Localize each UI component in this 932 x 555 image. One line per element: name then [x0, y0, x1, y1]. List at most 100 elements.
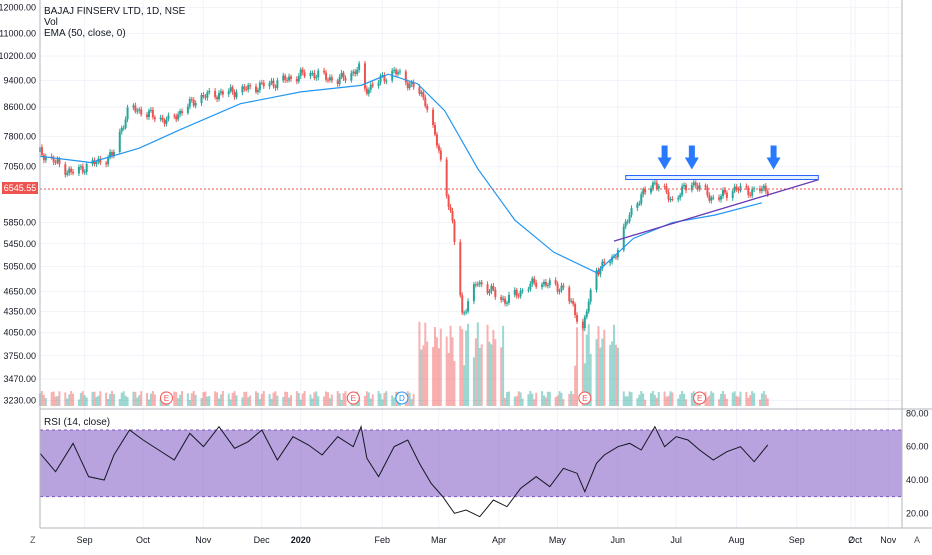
candle-body [243, 86, 246, 89]
volume-bar [560, 392, 563, 406]
volume-bar [747, 397, 750, 406]
ema-label[interactable]: EMA (50, close, 0) [44, 28, 126, 39]
volume-bar [531, 393, 534, 406]
volume-bar [669, 391, 672, 406]
candle-body [603, 261, 606, 264]
volume-bar [640, 391, 643, 406]
price-tick-label: 3750.00 [3, 351, 36, 361]
candle-body [465, 311, 468, 313]
volume-bar [649, 393, 652, 406]
candle-body [733, 186, 736, 192]
volume-bar [437, 348, 440, 406]
volume-bar [274, 391, 277, 406]
candle-body [410, 82, 413, 84]
candle-body [323, 70, 326, 73]
candle-body [167, 115, 170, 120]
candle-body [282, 75, 285, 81]
candle-body [330, 77, 333, 81]
candle-body [254, 86, 257, 93]
candle-body [44, 156, 47, 161]
candle-body [449, 206, 452, 211]
volume-bar [760, 393, 763, 406]
volume-bar [624, 396, 627, 406]
price-tick-label: 5850.00 [3, 218, 36, 228]
candle-body [317, 70, 320, 78]
price-tick-label: 3230.00 [3, 395, 36, 405]
candle-body [342, 72, 345, 79]
vol-label[interactable]: Vol [44, 17, 58, 28]
volume-bar [461, 329, 464, 406]
candle-body [124, 119, 127, 128]
candle-body [245, 88, 248, 90]
candle-body [227, 91, 230, 95]
candle-body [233, 91, 236, 98]
candle-body [480, 282, 483, 285]
candle-body [274, 86, 277, 88]
candle-body [655, 182, 658, 189]
volume-bar [737, 396, 740, 406]
time-tick-label: Oct [136, 535, 151, 545]
volume-bar [299, 399, 302, 406]
volume-bar [216, 392, 219, 406]
volume-bar [136, 397, 139, 406]
candle-body [42, 154, 45, 161]
symbol-title[interactable]: BAJAJ FINSERV LTD, 1D, NSE [44, 6, 186, 17]
candle-body [290, 76, 293, 79]
time-tick-label: 2020 [291, 535, 311, 545]
candle-body [636, 203, 639, 209]
price-tick-label: 4050.00 [3, 328, 36, 338]
rsi-legend: RSI (14, close) [44, 417, 110, 428]
candle-body [260, 82, 263, 84]
candle-body [299, 69, 302, 77]
candle-body [295, 78, 298, 82]
time-tick-label: Mar [431, 535, 447, 545]
volume-bar [585, 334, 588, 406]
timezone-corner-button[interactable]: Z [30, 535, 36, 545]
candle-body [309, 73, 312, 77]
candle-body [146, 114, 149, 118]
volume-bar [677, 398, 680, 406]
candle-body [453, 220, 456, 242]
volume-bar [258, 399, 261, 406]
volume-bar [85, 397, 88, 406]
volume-bar [77, 399, 80, 406]
volume-bar [344, 391, 347, 406]
volume-bar [449, 325, 452, 406]
volume-bar [616, 347, 619, 406]
time-tick-label: May [549, 535, 567, 545]
candle-body [426, 106, 429, 110]
candle-body [288, 76, 291, 81]
candle-body [194, 102, 197, 106]
volume-bar [146, 392, 149, 406]
volume-bar [467, 323, 470, 406]
candle-body [219, 91, 222, 94]
candle-body [747, 187, 750, 195]
candle-body [412, 82, 415, 88]
time-tick-label: 2 [848, 535, 853, 545]
volume-bar [379, 393, 382, 406]
auto-scale-button[interactable]: A [914, 535, 921, 545]
candle-body [325, 72, 328, 80]
rsi-layer [39, 424, 769, 518]
volume-bar [570, 391, 573, 406]
time-tick-label: Aug [728, 535, 744, 545]
time-tick-label: Jun [610, 535, 625, 545]
candle-body [562, 285, 565, 288]
volume-bar [529, 391, 532, 406]
volume-bar [385, 391, 388, 406]
volume-bar [235, 395, 238, 406]
volume-bar [533, 399, 536, 406]
earnings-marker [693, 391, 707, 405]
candle-body [270, 80, 273, 83]
volume-bar [611, 341, 614, 406]
candle-body [315, 77, 318, 79]
rsi-label[interactable]: RSI (14, close) [44, 417, 111, 428]
volume-bar [500, 347, 503, 406]
volume-bar [342, 393, 345, 406]
candle-body [50, 156, 53, 158]
candle-body [395, 69, 398, 75]
time-tick-label: Nov [880, 535, 897, 545]
candle-body [268, 82, 271, 87]
